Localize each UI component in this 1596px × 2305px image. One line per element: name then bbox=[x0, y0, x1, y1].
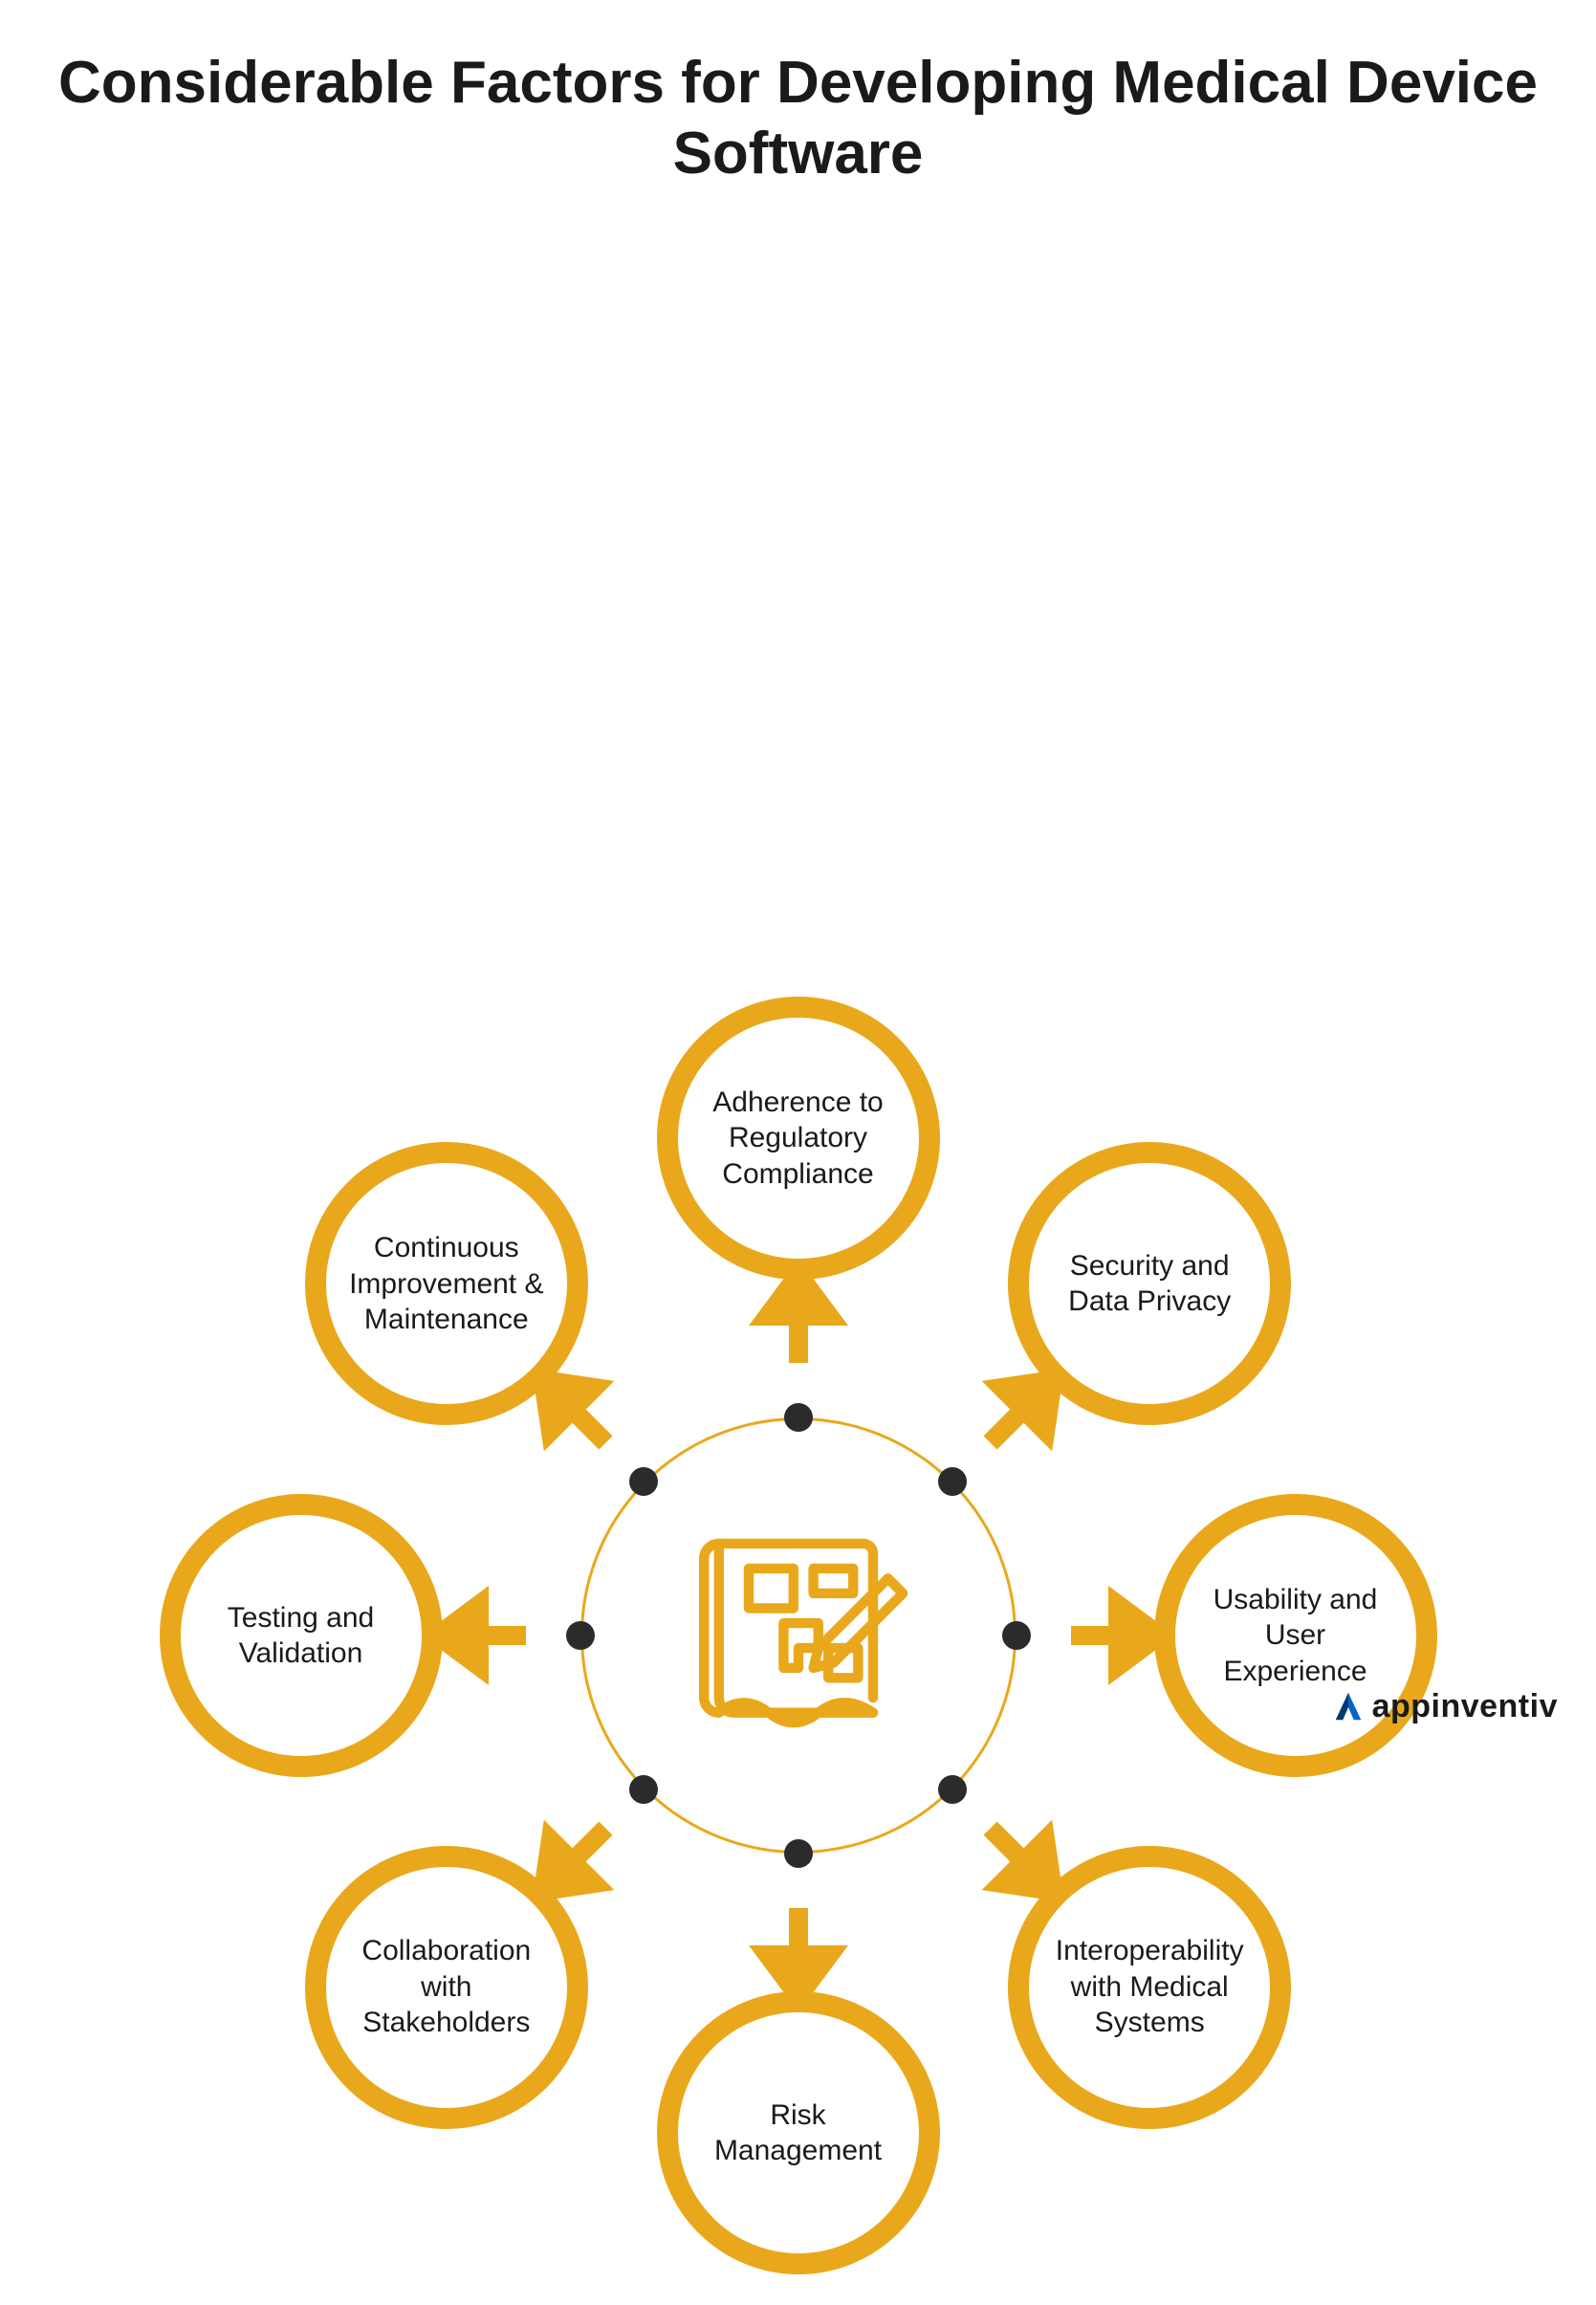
factor-label: Interoperability with Medical Systems bbox=[1029, 1933, 1270, 2041]
factor-label: Collaboration with Stakeholders bbox=[326, 1933, 567, 2041]
hub-dot bbox=[938, 1467, 967, 1496]
hub-dot bbox=[566, 1621, 595, 1650]
factor-node: Continuous Improvement & Maintenance bbox=[305, 1142, 588, 1425]
factor-ring: Usability and User Experience bbox=[1154, 1494, 1437, 1777]
factor-label: Security and Data Privacy bbox=[1029, 1248, 1270, 1320]
radial-diagram: Adherence to Regulatory Compliance Securi… bbox=[129, 966, 1468, 2305]
hub-dot bbox=[1002, 1621, 1031, 1650]
factor-ring: Risk Management bbox=[657, 1991, 940, 2274]
factor-node: Adherence to Regulatory Compliance bbox=[657, 997, 940, 1280]
hub-dot bbox=[938, 1775, 967, 1804]
factor-ring: Interoperability with Medical Systems bbox=[1008, 1846, 1291, 2129]
factor-label: Adherence to Regulatory Compliance bbox=[678, 1085, 919, 1193]
factor-node: Risk Management bbox=[657, 1991, 940, 2274]
factor-node: Collaboration with Stakeholders bbox=[305, 1846, 588, 2129]
brand-name: appinventiv bbox=[1372, 1688, 1558, 1725]
factor-node: Usability and User Experience bbox=[1154, 1494, 1437, 1777]
factor-ring: Testing and Validation bbox=[160, 1494, 443, 1777]
factor-label: Risk Management bbox=[678, 2097, 919, 2169]
brand-logo: appinventiv bbox=[1330, 1688, 1558, 1725]
hub-dot bbox=[784, 1839, 813, 1868]
factor-ring: Continuous Improvement & Maintenance bbox=[305, 1142, 588, 1425]
factor-ring: Collaboration with Stakeholders bbox=[305, 1846, 588, 2129]
page-title: Considerable Factors for Developing Medi… bbox=[0, 0, 1596, 190]
factor-label: Testing and Validation bbox=[181, 1600, 422, 1672]
hub-dot bbox=[629, 1775, 658, 1804]
factor-ring: Security and Data Privacy bbox=[1008, 1142, 1291, 1425]
factor-ring: Adherence to Regulatory Compliance bbox=[657, 997, 940, 1280]
logo-icon bbox=[1330, 1689, 1366, 1725]
hub-dot bbox=[629, 1467, 658, 1496]
hub-dot bbox=[784, 1403, 813, 1432]
factor-label: Usability and User Experience bbox=[1175, 1582, 1416, 1690]
factor-node: Security and Data Privacy bbox=[1008, 1142, 1291, 1425]
factor-label: Continuous Improvement & Maintenance bbox=[326, 1230, 567, 1338]
blueprint-icon bbox=[674, 1509, 923, 1763]
factor-node: Testing and Validation bbox=[160, 1494, 443, 1777]
factor-node: Interoperability with Medical Systems bbox=[1008, 1846, 1291, 2129]
